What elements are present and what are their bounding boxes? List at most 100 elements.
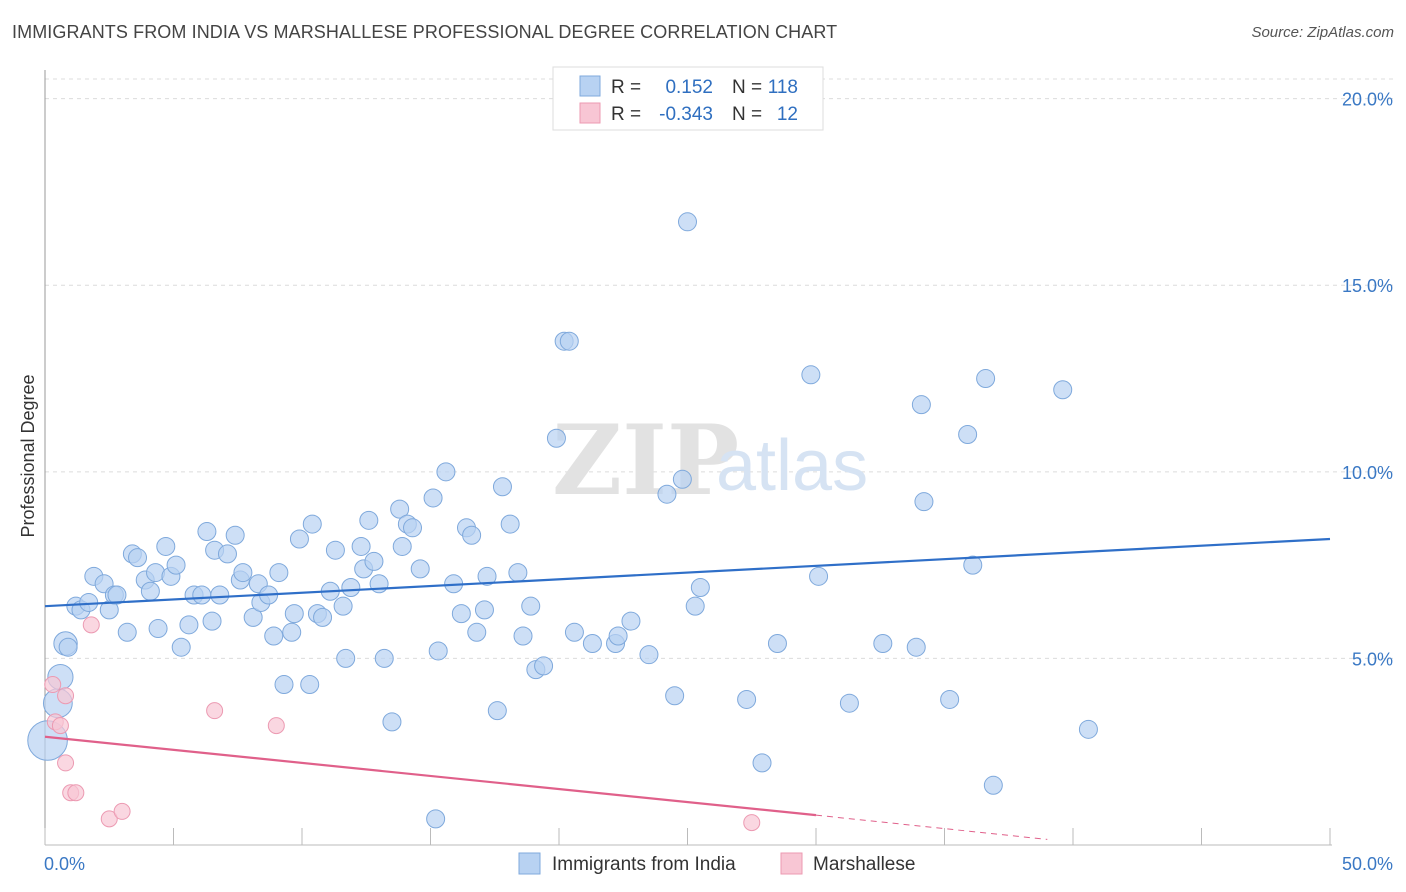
marshallese-trend-extension <box>815 814 1048 840</box>
india-point <box>521 596 541 616</box>
india-point <box>873 633 893 653</box>
bottom-legend-india-swatch <box>518 852 541 875</box>
india-point <box>410 559 430 579</box>
india-point <box>657 484 677 504</box>
y-tick-labels: 5.0% 10.0% 15.0% 20.0% <box>1342 90 1393 670</box>
india-point <box>492 477 512 497</box>
india-point <box>534 656 554 676</box>
india-point <box>1078 719 1098 739</box>
legend-n-value-1: 118 <box>768 77 798 98</box>
india-point <box>801 365 821 385</box>
india-point <box>282 622 302 642</box>
bottom-legend: Immigrants from India Marshallese <box>518 852 915 875</box>
india-point <box>117 622 137 642</box>
india-point <box>546 428 566 448</box>
watermark-atlas: atlas <box>716 426 868 506</box>
trend-lines <box>44 537 1331 840</box>
x-ticks <box>44 828 1331 845</box>
india-point <box>166 555 186 575</box>
india-point <box>767 633 787 653</box>
india-point <box>351 536 371 556</box>
india-point <box>690 578 710 598</box>
india-point <box>202 611 222 631</box>
india-point <box>148 619 168 639</box>
india-point <box>737 689 757 709</box>
india-point <box>289 529 309 549</box>
india-point <box>500 514 520 534</box>
stats-legend: R = 0.152 N = 118 R = -0.343 N = 12 <box>552 66 824 131</box>
bottom-legend-marshallese-label: Marshallese <box>813 854 915 875</box>
india-point <box>300 675 320 695</box>
watermark: ZIP atlas <box>552 404 868 517</box>
india-point <box>426 809 446 829</box>
india-swatch <box>579 75 601 97</box>
india-point <box>958 425 978 445</box>
india-point <box>559 331 579 351</box>
marshallese-trend-line <box>44 735 817 817</box>
india-point <box>678 212 697 232</box>
india-point <box>243 607 263 627</box>
marshallese-point <box>206 702 224 720</box>
india-point <box>608 626 628 646</box>
india-point <box>428 641 448 661</box>
legend-n-label-1: N = <box>732 77 762 98</box>
india-point <box>564 622 584 642</box>
marshallese-point <box>100 810 118 828</box>
x-tick-label-min: 0.0% <box>44 854 85 874</box>
india-point <box>274 675 294 695</box>
legend-r-label-1: R = <box>611 77 641 98</box>
y-tick-label: 20.0% <box>1342 90 1393 110</box>
india-point <box>423 488 443 508</box>
india-point <box>839 693 859 713</box>
marshallese-point <box>57 687 75 705</box>
india-trend-line <box>44 537 1331 608</box>
india-point <box>1053 380 1073 400</box>
india-point <box>269 563 289 583</box>
india-point <box>508 563 528 583</box>
y-tick-label: 10.0% <box>1342 463 1393 483</box>
india-point <box>436 462 456 482</box>
india-point <box>940 689 960 709</box>
legend-n-label-2: N = <box>732 104 762 125</box>
legend-r-value-2: -0.343 <box>659 104 713 125</box>
india-point <box>672 469 692 489</box>
india-point <box>513 626 533 646</box>
india-point <box>976 369 996 389</box>
bottom-legend-india-label: Immigrants from India <box>552 854 736 875</box>
marshallese-point <box>44 676 62 694</box>
india-point <box>809 566 829 586</box>
source-label: Source: ZipAtlas.com <box>1251 24 1394 41</box>
marshallese-point <box>267 717 285 735</box>
marshallese-point <box>743 814 761 832</box>
y-tick-label: 5.0% <box>1352 649 1393 669</box>
india-point <box>906 637 926 657</box>
india-point <box>474 600 494 620</box>
india-point <box>58 637 78 657</box>
india-point <box>107 585 127 605</box>
india-point <box>128 548 148 568</box>
watermark-zip: ZIP <box>552 404 739 517</box>
marshallese-swatch <box>579 102 601 124</box>
india-point <box>217 544 237 564</box>
india-point <box>336 648 356 668</box>
india-point <box>621 611 641 631</box>
marshallese-point <box>67 784 85 802</box>
india-point <box>582 633 602 653</box>
india-point <box>665 686 685 706</box>
india-point <box>364 551 384 571</box>
marshallese-points <box>44 616 761 832</box>
india-point <box>390 499 410 519</box>
marshallese-point <box>82 616 100 634</box>
india-point <box>685 596 705 616</box>
india-point <box>284 604 304 624</box>
bottom-legend-marshallese-swatch <box>780 852 803 875</box>
india-point <box>983 775 1003 795</box>
india-point <box>911 395 931 415</box>
india-point <box>171 637 191 657</box>
india-point <box>140 581 160 601</box>
legend-r-value-1: 0.152 <box>665 77 713 98</box>
india-point <box>639 645 659 665</box>
india-point <box>359 510 379 530</box>
india-point <box>374 648 394 668</box>
